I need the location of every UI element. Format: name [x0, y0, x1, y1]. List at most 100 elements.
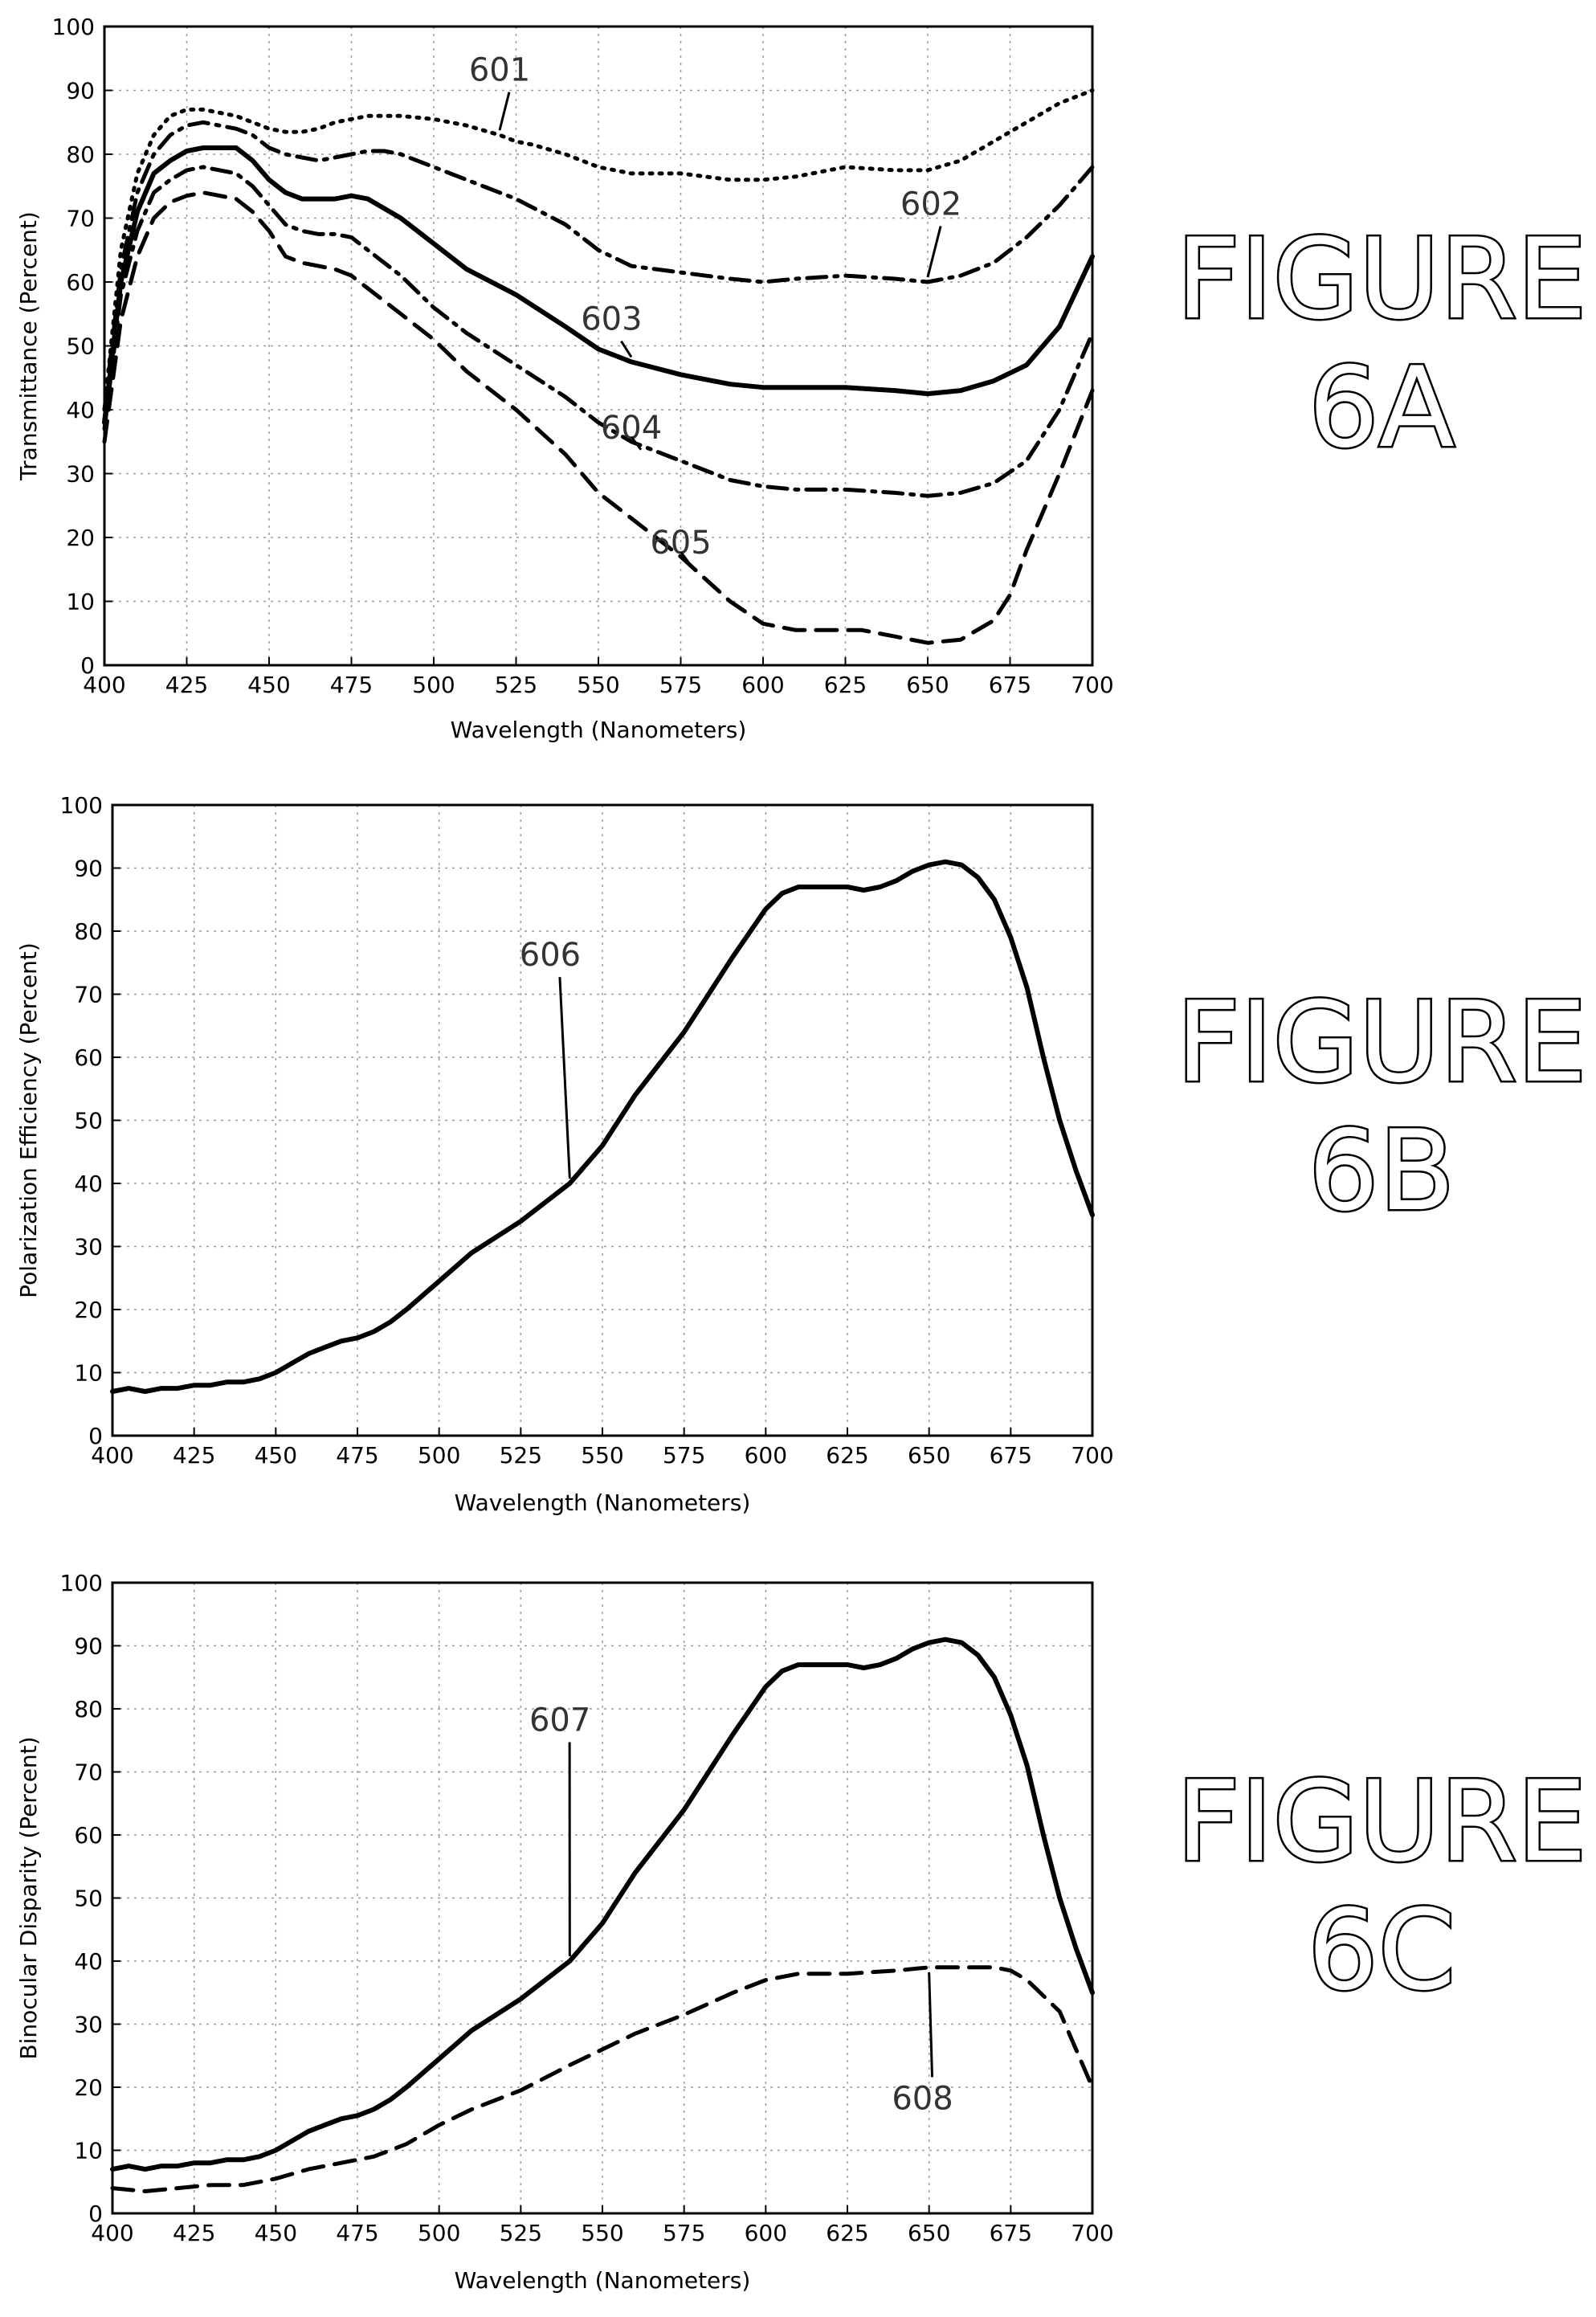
- callout-label-603: 603: [581, 301, 642, 338]
- figure-label-word: FIGURE: [1176, 1757, 1586, 1886]
- y-tick-label: 90: [74, 1633, 103, 1660]
- x-tick-label: 675: [990, 2220, 1032, 2246]
- y-tick-label: 50: [74, 1886, 103, 1912]
- y-tick-label: 80: [66, 141, 95, 168]
- y-tick-label: 50: [74, 1108, 103, 1134]
- callout-label-605: 605: [650, 525, 711, 562]
- callout-leader-608: [928, 1972, 934, 2078]
- x-tick-label: 625: [826, 1442, 868, 1469]
- callout-leader-603: [620, 340, 633, 358]
- series-line-607: [110, 1637, 1095, 2172]
- x-tick-label: 675: [989, 672, 1031, 698]
- x-tick-label: 625: [826, 2220, 868, 2246]
- y-tick-label: 50: [66, 333, 95, 360]
- series-line-603: [102, 145, 1095, 425]
- y-axis-title: Binocular Disparity (Percent): [15, 1736, 42, 2059]
- x-tick-label: 650: [906, 672, 949, 698]
- x-tick-label: 600: [741, 672, 784, 698]
- callout-leader-601: [498, 92, 511, 131]
- y-tick-label: 10: [74, 2138, 103, 2164]
- y-tick-label: 20: [74, 2074, 103, 2101]
- series-line-606: [110, 859, 1095, 1394]
- series-line-601: [102, 88, 1095, 412]
- y-tick-label: 30: [74, 2012, 103, 2038]
- x-axis-title: Wavelength (Nanometers): [455, 2267, 751, 2294]
- x-tick-label: 400: [91, 1442, 133, 1469]
- y-tick-label: 0: [88, 1423, 103, 1449]
- x-tick-label: 575: [663, 2220, 705, 2246]
- callout-leader-605: [680, 550, 692, 566]
- figure-label-number: 6C: [1308, 1886, 1455, 2015]
- x-tick-label: 475: [330, 672, 373, 698]
- x-tick-label: 700: [1071, 2220, 1113, 2246]
- y-tick-label: 10: [66, 589, 95, 615]
- x-tick-label: 675: [990, 1442, 1032, 1469]
- x-tick-label: 425: [165, 672, 208, 698]
- y-tick-label: 70: [74, 982, 103, 1008]
- callout-label-601: 601: [469, 52, 530, 89]
- figure-label-number: 6B: [1308, 1106, 1455, 1236]
- y-tick-label: 40: [74, 1948, 103, 1975]
- x-axis-title: Wavelength (Nanometers): [451, 717, 747, 743]
- series-line-604: [102, 165, 1095, 498]
- chart-panel-2: 400 425 450 475 500 525 550 575 600 625 650 675 700 0…: [15, 792, 1589, 1516]
- x-tick-label: 500: [418, 1442, 460, 1469]
- x-tick-label: 575: [659, 672, 702, 698]
- y-axis-title: Transmittance (Percent): [15, 211, 42, 481]
- x-tick-label: 550: [581, 2220, 623, 2246]
- y-tick-label: 80: [74, 918, 103, 945]
- y-tick-label: 20: [74, 1297, 103, 1323]
- y-tick-label: 60: [74, 1044, 103, 1071]
- x-tick-label: 475: [336, 2220, 378, 2246]
- y-tick-label: 40: [74, 1171, 103, 1197]
- x-tick-label: 450: [255, 1442, 297, 1469]
- y-tick-label: 60: [74, 1822, 103, 1849]
- y-tick-label: 10: [74, 1360, 103, 1387]
- x-tick-label: 700: [1071, 672, 1113, 698]
- callout-label-608: 608: [892, 2080, 953, 2117]
- x-tick-label: 500: [412, 672, 455, 698]
- y-tick-label: 20: [66, 525, 95, 551]
- y-tick-label: 60: [66, 269, 95, 296]
- y-tick-label: 100: [60, 1570, 103, 1596]
- x-tick-label: 600: [745, 1442, 787, 1469]
- series-line-602: [102, 120, 1095, 412]
- x-tick-label: 650: [908, 2220, 950, 2246]
- x-tick-label: 500: [418, 2220, 460, 2246]
- series-line-605: [102, 190, 1095, 645]
- x-tick-label: 400: [91, 2220, 133, 2246]
- callout-leader-606: [558, 977, 571, 1179]
- x-tick-label: 475: [336, 1442, 378, 1469]
- y-tick-label: 40: [66, 397, 95, 423]
- x-tick-label: 450: [247, 672, 290, 698]
- x-tick-label: 600: [745, 2220, 787, 2246]
- x-tick-label: 400: [83, 672, 125, 698]
- y-tick-label: 30: [74, 1234, 103, 1261]
- y-tick-label: 0: [80, 652, 95, 679]
- callout-label-607: 607: [529, 1702, 590, 1739]
- x-tick-label: 700: [1071, 1442, 1113, 1469]
- y-tick-label: 100: [60, 792, 103, 819]
- x-tick-label: 450: [255, 2220, 297, 2246]
- callout-label-602: 602: [900, 186, 961, 223]
- callout-leader-602: [926, 226, 942, 278]
- chart-panel-3: 400 425 450 475 500 525 550 575 600 625 650 675 700 0…: [15, 1570, 1589, 2294]
- y-tick-label: 100: [52, 14, 95, 40]
- figure-label-word: FIGURE: [1176, 978, 1586, 1107]
- y-tick-label: 0: [88, 2201, 103, 2227]
- x-tick-label: 650: [908, 1442, 950, 1469]
- y-tick-label: 70: [66, 206, 95, 232]
- y-tick-label: 80: [74, 1696, 103, 1722]
- y-tick-label: 90: [74, 856, 103, 882]
- x-tick-label: 625: [824, 672, 867, 698]
- callout-label-604: 604: [601, 410, 662, 447]
- figure-label-number: 6A: [1308, 343, 1455, 472]
- x-tick-label: 525: [500, 1442, 542, 1469]
- callout-leader-604: [630, 435, 643, 451]
- chart-panel-1: 400 425 450 475 500 525 550 575 600 625 650 675 700 0…: [15, 14, 1589, 743]
- callout-label-606: 606: [520, 937, 581, 974]
- y-tick-label: 70: [74, 1759, 103, 1786]
- figure-label-word: FIGURE: [1176, 215, 1586, 344]
- x-axis-title: Wavelength (Nanometers): [455, 1490, 751, 1516]
